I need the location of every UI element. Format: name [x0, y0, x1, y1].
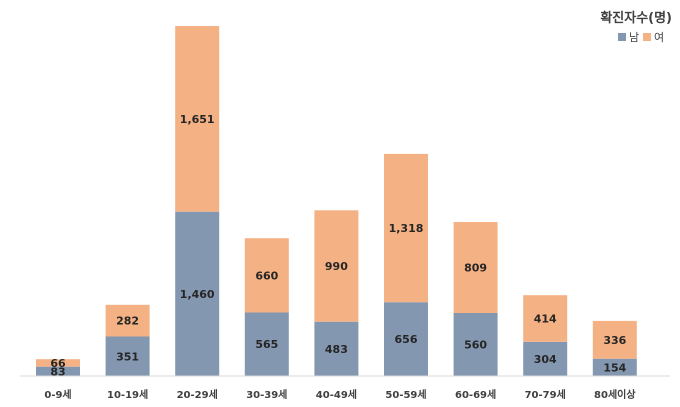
value-label-female: 1,651: [180, 113, 215, 126]
x-tick-label: 40-49세: [316, 388, 357, 401]
value-label-male: 154: [603, 361, 626, 374]
bar-segment-female: [105, 304, 150, 337]
bar-segment-male: [314, 321, 359, 376]
bar-segment-female: [314, 210, 359, 322]
legend-label-female: 여: [654, 31, 664, 44]
value-label-male: 565: [255, 338, 278, 351]
x-tick-label: 60-69세: [455, 388, 496, 401]
x-tick-label: 20-29세: [177, 388, 218, 401]
value-label-female: 809: [464, 262, 487, 275]
value-label-female: 66: [50, 357, 66, 370]
bar-segment-male: [453, 313, 498, 376]
legend-title: 확진자수(명): [600, 10, 672, 26]
bar-segment-male: [384, 302, 428, 376]
value-label-female: 1,318: [389, 222, 424, 235]
bar-segment-male: [523, 341, 568, 376]
x-tick-label: 10-19세: [107, 388, 148, 401]
value-label-female: 282: [116, 315, 139, 328]
bar-segment-female: [384, 153, 428, 303]
bar-segment-male: [105, 336, 150, 376]
bar-segment-male: [244, 312, 289, 376]
x-tick-label: 70-79세: [525, 388, 566, 401]
value-label-male: 83: [50, 365, 65, 378]
x-tick-label: 0-9세: [44, 388, 71, 401]
value-label-male: 351: [116, 350, 139, 363]
bar-segment-female: [244, 238, 289, 313]
value-label-female: 990: [325, 260, 348, 273]
legend-swatch-female: [643, 33, 651, 41]
bar-segment-male: [175, 211, 220, 376]
value-label-male: 1,460: [180, 288, 215, 301]
value-label-female: 414: [534, 313, 557, 326]
value-label-female: 660: [255, 269, 278, 282]
x-tick-label: 80세이상: [594, 388, 636, 401]
value-label-male: 656: [395, 333, 418, 346]
x-axis-ticks: 0-9세 10-19세 20-29세 30-39세 40-49세 50-59세 60-69세…: [44, 388, 636, 401]
value-label-male: 560: [464, 339, 487, 352]
legend: 확진자수(명) 남 여: [600, 10, 672, 44]
value-label-male: 304: [534, 353, 557, 366]
bar-segment-female: [453, 222, 498, 313]
x-tick-label: 30-39세: [246, 388, 287, 401]
legend-label-male: 남: [629, 31, 639, 44]
value-label-male: 483: [325, 343, 348, 356]
bar-segment-female: [175, 26, 220, 212]
bar-segment-female: [36, 359, 80, 367]
value-label-female: 336: [603, 334, 626, 347]
bar-segment-female: [523, 295, 568, 342]
bar-segment-male: [592, 358, 637, 376]
bar-segment-male: [36, 366, 80, 376]
x-tick-label: 50-59세: [385, 388, 426, 401]
legend-swatch-male: [618, 33, 626, 41]
bar-segment-female: [592, 320, 637, 359]
